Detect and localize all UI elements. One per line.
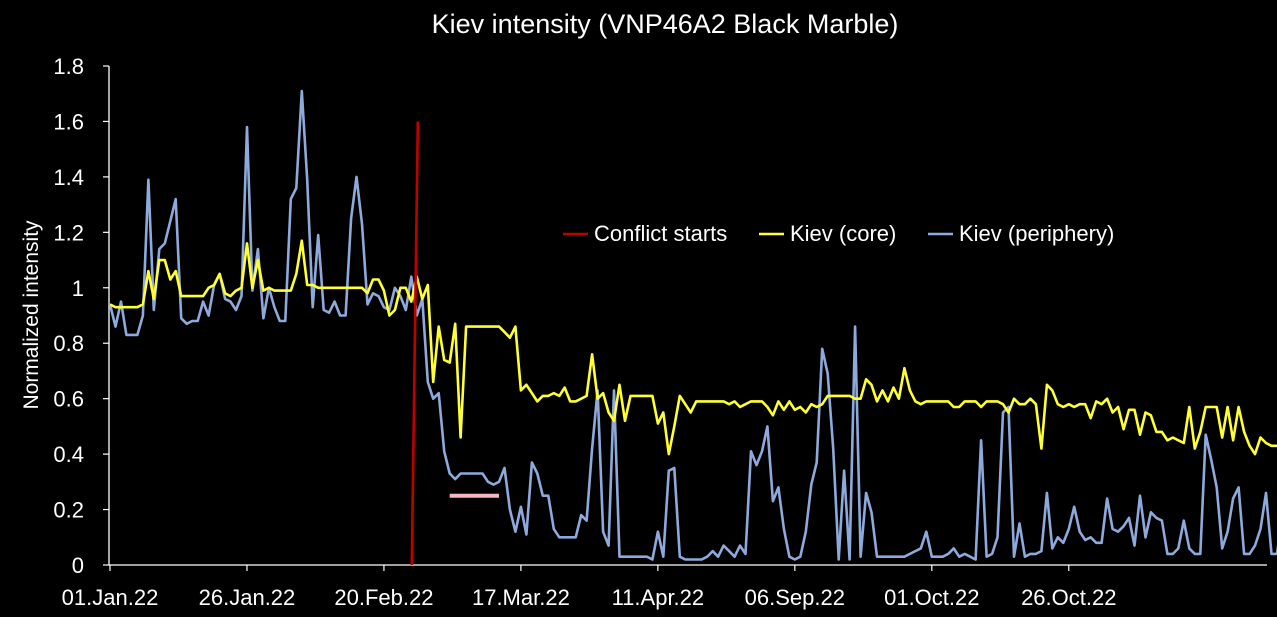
x-tick-label: 06.Sep.22: [745, 585, 845, 610]
y-tick-label: 0: [72, 553, 84, 578]
y-tick-label: 1.2: [53, 220, 84, 245]
x-ticks: 01.Jan.22 26.Jan.22 20.Feb.22 17.Mar.22 11.A…: [62, 565, 1116, 610]
marker-layer: [410, 121, 499, 566]
series-layer: [108, 89, 1277, 561]
x-tick-label: 26.Oct.22: [1021, 585, 1116, 610]
y-axis-label: Normalized intensity: [20, 220, 43, 410]
series-line-kiev-core: [109, 239, 1277, 456]
y-tick-label: 1.8: [53, 54, 84, 79]
legend-label: Kiev (periphery): [959, 221, 1114, 246]
legend-label: Conflict starts: [594, 221, 727, 246]
series-line-kiev-periphery: [108, 89, 1277, 561]
y-ticks: 0 0.2 0.4 0.6 0.8 1 1.2 1.4 1.6 1.8: [53, 54, 109, 578]
y-tick-label: 1.6: [53, 109, 84, 134]
y-tick-label: 0.4: [53, 442, 84, 467]
x-tick-label: 17.Mar.22: [472, 585, 570, 610]
legend-label: Kiev (core): [790, 221, 896, 246]
x-tick-label: 01.Jan.22: [62, 585, 159, 610]
chart-title: Kiev intensity (VNP46A2 Black Marble): [432, 9, 899, 39]
x-tick-label: 26.Jan.22: [199, 585, 296, 610]
conflict-start-marker: [410, 121, 420, 566]
y-tick-label: 0.8: [53, 331, 84, 356]
y-tick-label: 1: [72, 276, 84, 301]
x-tick-label: 11.Apr.22: [612, 585, 705, 610]
x-tick-label: 01.Oct.22: [884, 585, 979, 610]
x-tick-label: 20.Feb.22: [334, 585, 433, 610]
y-tick-label: 0.6: [53, 387, 84, 412]
y-tick-label: 1.4: [53, 165, 84, 190]
y-tick-label: 0.2: [53, 498, 84, 523]
legend: Conflict starts Kiev (core) Kiev (peripher…: [563, 221, 1114, 246]
